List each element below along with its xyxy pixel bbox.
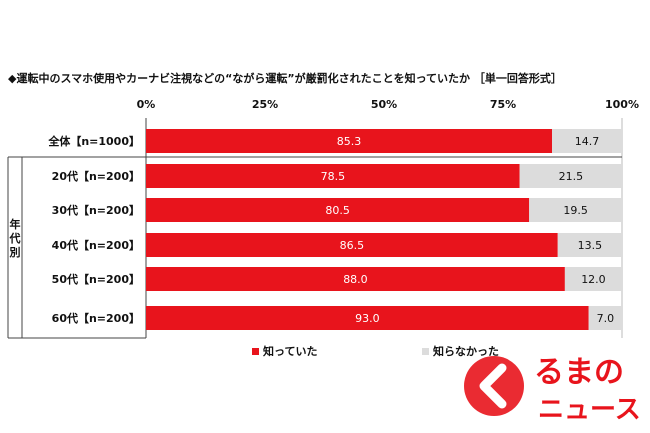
logo-text-bottom: ニュース <box>538 395 641 425</box>
value-label-known: 88.0 <box>343 273 368 286</box>
legend-label-unknown: 知らなかった <box>433 345 499 358</box>
value-label-unknown: 7.0 <box>597 312 615 325</box>
legend-label-known: 知っていた <box>263 345 318 358</box>
kuruma-news-logo: るまの ニュース <box>464 355 641 425</box>
group-label-char: 代 <box>9 231 21 245</box>
x-tick-label: 50% <box>371 98 397 111</box>
logo-text-top: るまの <box>534 355 624 390</box>
row-label: 60代【n=200】 <box>52 311 140 325</box>
group-label-char: 年 <box>10 217 21 231</box>
value-label-known: 80.5 <box>325 204 350 217</box>
bar-unknown <box>588 306 622 330</box>
row-label: 40代【n=200】 <box>52 238 140 252</box>
bar-unknown <box>564 267 622 291</box>
x-tick-label: 0% <box>137 98 156 111</box>
value-label-known: 78.5 <box>321 170 346 183</box>
legend-swatch-unknown <box>422 347 429 355</box>
row-label: 30代【n=200】 <box>52 203 140 217</box>
logo-circle <box>464 356 524 416</box>
value-label-unknown: 14.7 <box>575 135 600 148</box>
bar-known <box>146 267 565 291</box>
x-tick-label: 25% <box>252 98 278 111</box>
legend-swatch-known <box>252 347 259 355</box>
row-label: 50代【n=200】 <box>52 272 140 286</box>
bar-known <box>146 164 520 188</box>
value-label-known: 86.5 <box>340 239 365 252</box>
row-label: 全体【n=1000】 <box>47 134 140 148</box>
legend-item-unknown: 知らなかった <box>422 343 499 359</box>
x-tick-label: 100% <box>605 98 639 111</box>
legend: 知っていた 知らなかった <box>0 343 650 363</box>
x-tick-label: 75% <box>490 98 516 111</box>
bar-known <box>146 306 589 330</box>
value-label-known: 93.0 <box>355 312 380 325</box>
bar-known <box>146 233 558 257</box>
value-label-unknown: 21.5 <box>559 170 584 183</box>
legend-item-known: 知っていた <box>252 343 317 359</box>
value-label-unknown: 13.5 <box>578 239 603 252</box>
group-label-char: 別 <box>9 245 21 259</box>
chart-title: ◆運転中のスマホ使用やカーナビ注視などの“ながら運転”が厳罰化されたことを知って… <box>8 72 562 85</box>
bar-unknown <box>519 164 622 188</box>
value-label-unknown: 12.0 <box>581 273 606 286</box>
bar-known <box>146 198 530 222</box>
bar-unknown <box>557 233 622 257</box>
bar-unknown <box>529 198 622 222</box>
logo-chevron <box>479 363 507 409</box>
value-label-unknown: 19.5 <box>563 204 588 217</box>
bar-known <box>146 129 553 153</box>
bar-unknown <box>552 129 622 153</box>
value-label-known: 85.3 <box>337 135 362 148</box>
row-label: 20代【n=200】 <box>52 169 140 183</box>
